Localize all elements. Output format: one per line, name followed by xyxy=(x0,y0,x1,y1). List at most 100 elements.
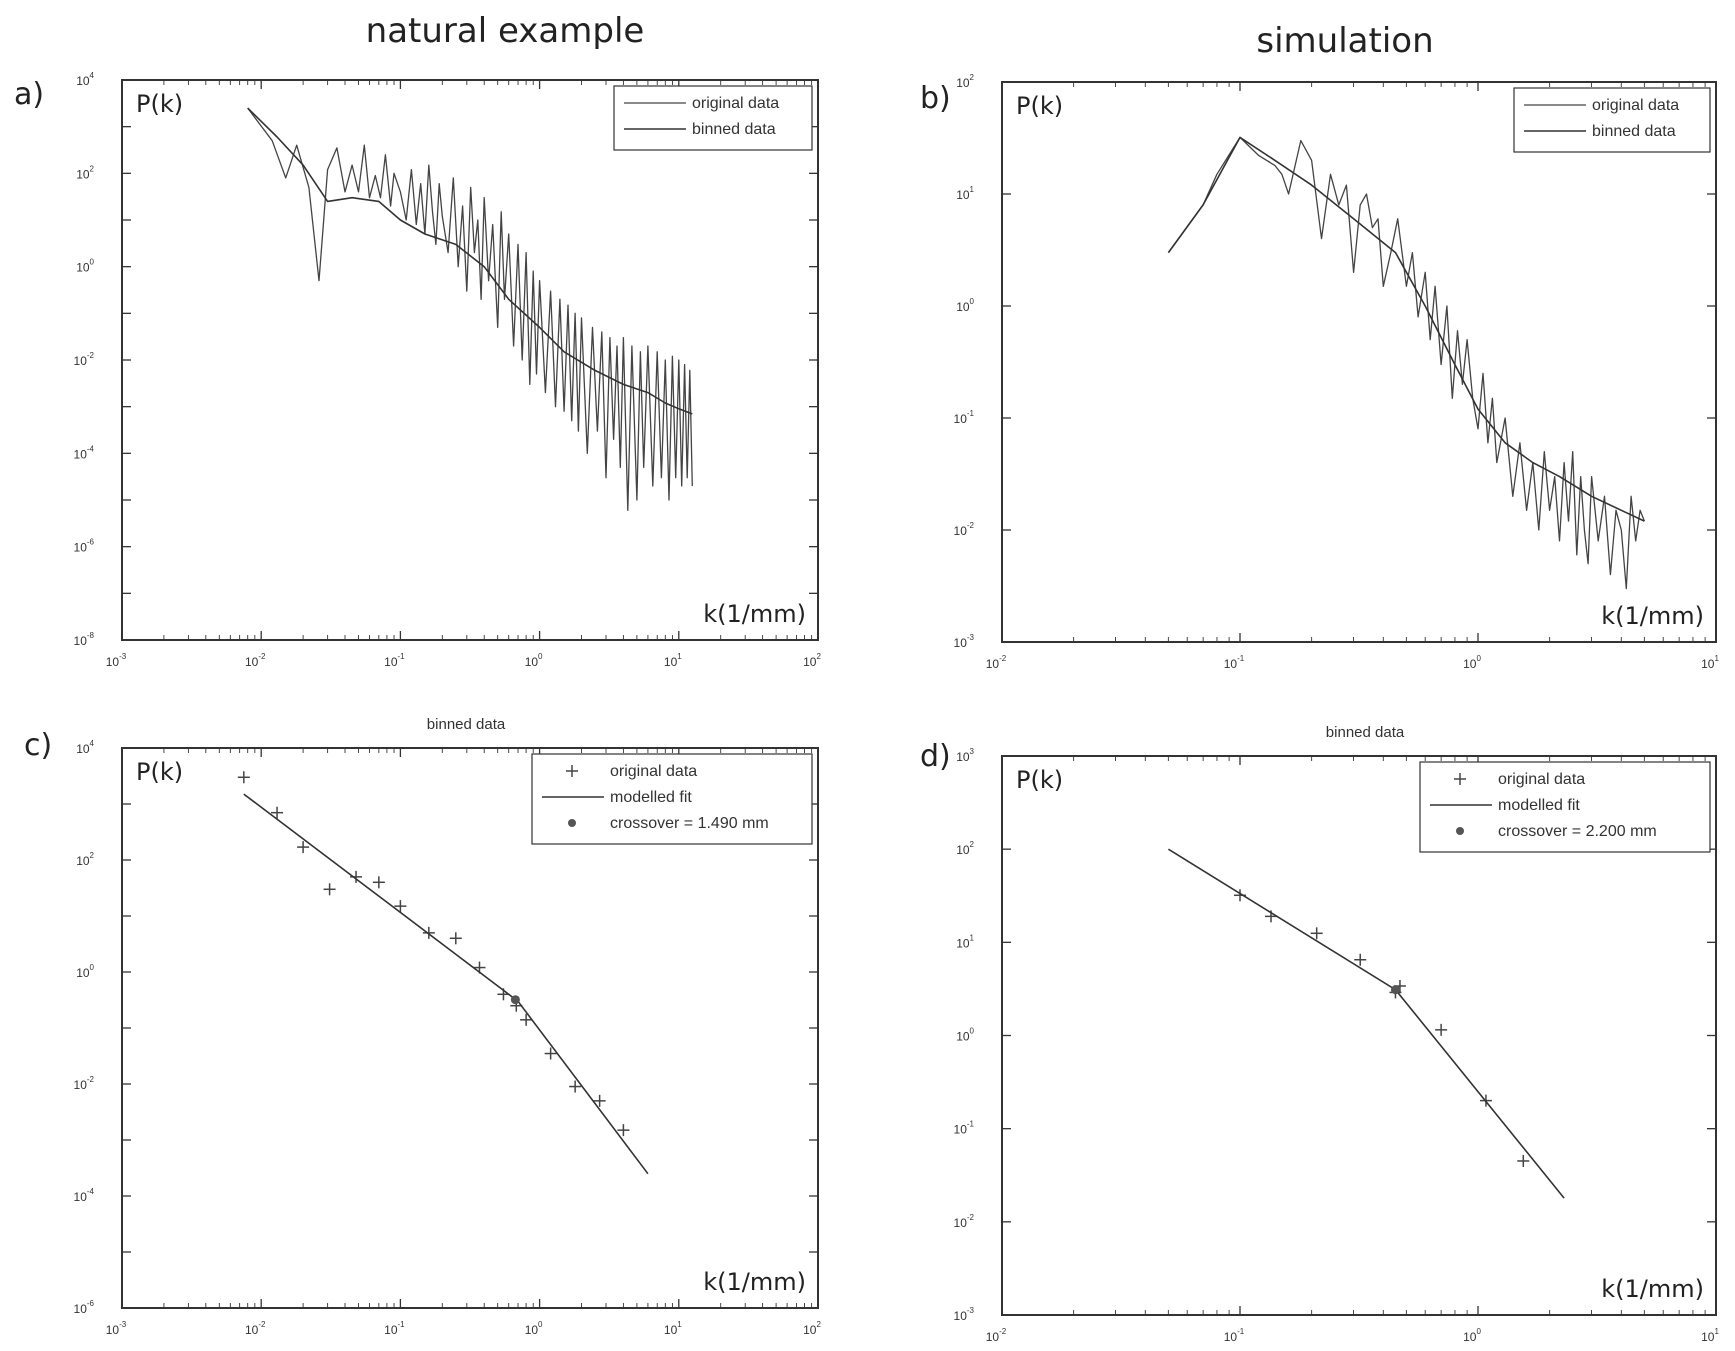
data-point-plus xyxy=(1310,927,1323,940)
x-tick-label: 10-1 xyxy=(1224,1327,1245,1344)
data-point-plus xyxy=(271,806,284,819)
series-line-raw xyxy=(247,107,693,512)
series-line-raw xyxy=(1167,136,1646,590)
data-point-plus xyxy=(1517,1154,1530,1167)
y-axis-label: P(k) xyxy=(136,758,183,786)
x-axis-label: k(1/mm) xyxy=(703,600,806,628)
legend-item: original data xyxy=(566,763,697,780)
y-tick-label: 100 xyxy=(956,297,974,314)
x-tick-label: 10-3 xyxy=(106,1320,127,1337)
legend-item: original data xyxy=(624,95,779,112)
y-tick-label: 102 xyxy=(76,851,94,868)
x-tick-label: 101 xyxy=(1701,654,1719,671)
x-tick-label: 100 xyxy=(1463,654,1481,671)
panel-d: d) binned data 10-2 10-1 100 101 10-3 10-2 10-1 1… xyxy=(920,724,1719,1344)
y-axis-label: P(k) xyxy=(1016,92,1063,120)
series-line-binned xyxy=(247,107,693,415)
data-point-plus xyxy=(394,900,407,913)
legend: original data modelled fit crossover = 1.4… xyxy=(531,753,813,845)
x-tick-label: 10-2 xyxy=(986,1327,1007,1344)
y-tick-label: 10-1 xyxy=(954,409,975,426)
panel-label: a) xyxy=(14,77,44,112)
legend-label: original data xyxy=(692,95,779,112)
y-tick-label: 10-6 xyxy=(74,1299,95,1316)
y-tick-label: 10-3 xyxy=(954,1306,975,1323)
y-tick-label: 10-8 xyxy=(74,631,95,648)
series-line-fit xyxy=(1167,848,1565,1199)
axes-frame xyxy=(1001,81,1717,643)
plot-area xyxy=(1167,848,1565,1199)
legend-item: binned data xyxy=(624,121,776,138)
series-line-binned xyxy=(1167,136,1645,522)
x-tick-label: 10-2 xyxy=(245,1320,266,1337)
y-tick-label: 10-2 xyxy=(954,1213,975,1230)
x-tick-label: 101 xyxy=(1701,1327,1719,1344)
y-axis-label: P(k) xyxy=(1016,766,1063,794)
y-tick-label: 10-1 xyxy=(954,1120,975,1137)
y-tick-label: 10-3 xyxy=(954,633,975,650)
crossover-point xyxy=(1390,985,1400,995)
legend-item: modelled fit xyxy=(1430,797,1580,814)
y-tick-label: 100 xyxy=(76,258,94,275)
y-tick-label: 101 xyxy=(956,185,974,202)
x-tick-label: 102 xyxy=(803,1320,821,1337)
plot-area xyxy=(247,107,693,512)
x-tick-label: 101 xyxy=(664,1320,682,1337)
x-tick-label: 100 xyxy=(525,1320,543,1337)
data-point-plus xyxy=(593,1094,606,1107)
x-tick-label: 100 xyxy=(525,652,543,669)
data-point-plus xyxy=(569,1080,582,1093)
y-tick-label: 102 xyxy=(956,73,974,90)
x-axis-label: k(1/mm) xyxy=(703,1268,806,1296)
series-line-fit xyxy=(243,793,649,1175)
x-tick-label: 10-2 xyxy=(986,654,1007,671)
y-tick-label: 102 xyxy=(956,840,974,857)
y-tick-label: 10-4 xyxy=(74,444,95,461)
legend-item: crossover = 2.200 mm xyxy=(1456,823,1657,840)
data-point-plus xyxy=(237,771,250,784)
legend-label: crossover = 1.490 mm xyxy=(610,815,769,832)
x-axis-label: k(1/mm) xyxy=(1601,602,1704,630)
legend-label: binned data xyxy=(1592,123,1676,140)
x-axis-label: k(1/mm) xyxy=(1601,1275,1704,1303)
data-point-plus xyxy=(297,841,310,854)
y-tick-label: 10-4 xyxy=(74,1187,95,1204)
legend-item: binned data xyxy=(1524,123,1676,140)
x-tick-label: 10-1 xyxy=(384,652,405,669)
data-point-plus xyxy=(323,883,336,896)
axes-frame xyxy=(121,747,819,1309)
column-header-natural: natural example xyxy=(366,11,645,51)
panel-label: b) xyxy=(920,81,951,116)
legend: original data modelled fit crossover = 2.2… xyxy=(1419,761,1711,853)
column-header-simulation: simulation xyxy=(1256,21,1433,61)
data-point-plus xyxy=(1435,1023,1448,1036)
y-tick-label: 102 xyxy=(76,164,94,181)
data-point-plus xyxy=(372,876,385,889)
data-point-plus xyxy=(1354,953,1367,966)
y-tick-label: 10-6 xyxy=(74,538,95,555)
legend: original data binned data xyxy=(613,85,813,151)
y-axis-label: P(k) xyxy=(136,90,183,118)
y-tick-label: 10-2 xyxy=(74,1075,95,1092)
legend-label: crossover = 2.200 mm xyxy=(1498,823,1657,840)
y-tick-label: 10-2 xyxy=(954,521,975,538)
legend-label: original data xyxy=(610,763,697,780)
data-point-plus xyxy=(544,1047,557,1060)
data-point-plus xyxy=(520,1013,533,1026)
y-tick-label: 104 xyxy=(76,71,94,88)
legend-label: binned data xyxy=(692,121,776,138)
panel-c: c) binned data 10-3 10-2 10-1 100 101 102 10-6 10… xyxy=(24,716,821,1337)
x-tick-label: 101 xyxy=(664,652,682,669)
legend-label: modelled fit xyxy=(610,789,692,806)
panel-a: a) 10-3 10-2 10-1 100 101 102 10-8 10-6 10-4 10-2 1… xyxy=(14,71,821,669)
panel-label: c) xyxy=(24,728,52,763)
data-point-plus xyxy=(350,870,363,883)
legend-item: original data xyxy=(1524,97,1679,114)
x-tick-label: 10-1 xyxy=(1224,654,1245,671)
y-tick-label: 101 xyxy=(956,933,974,950)
panel-title: binned data xyxy=(1326,724,1405,741)
legend-label: original data xyxy=(1592,97,1679,114)
axes-frame xyxy=(1001,755,1717,1316)
y-tick-label: 104 xyxy=(76,739,94,756)
